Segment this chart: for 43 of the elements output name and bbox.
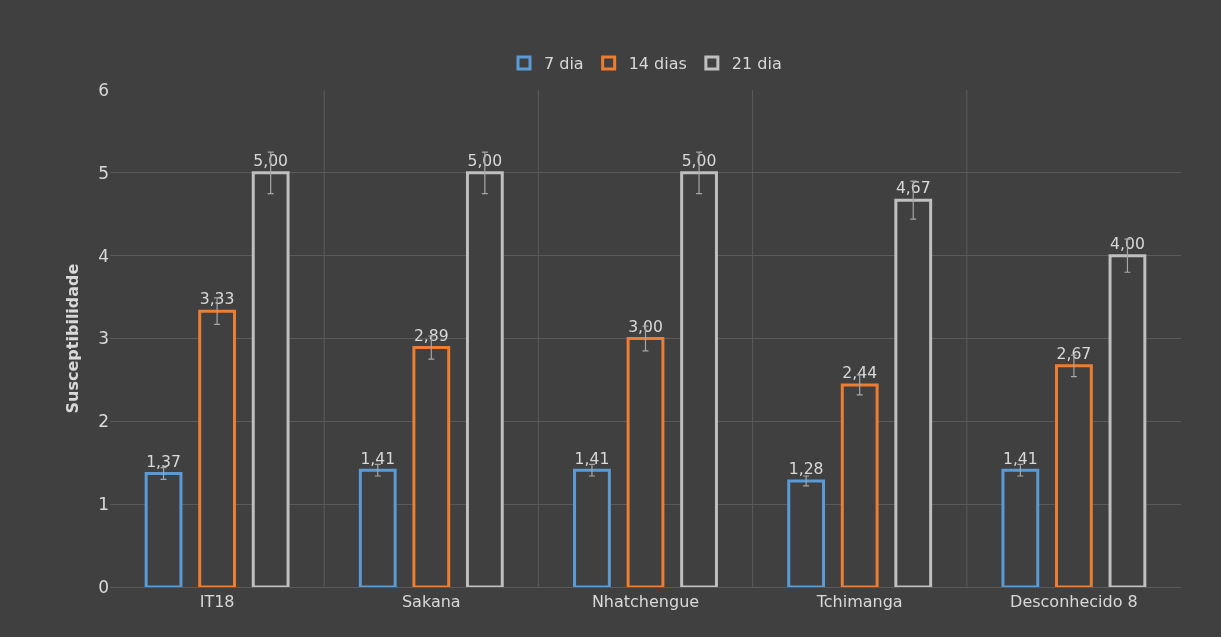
data-label: 3,00: [628, 317, 663, 336]
data-label: 5,00: [467, 152, 503, 171]
data-label: 1,41: [1002, 449, 1038, 468]
data-label: 2,67: [1056, 345, 1092, 364]
bar: [626, 337, 665, 587]
data-label: 3,33: [199, 290, 235, 309]
bar: [1055, 364, 1093, 587]
y-tick-label: 1: [98, 494, 109, 515]
legend-label: 21 dia: [731, 54, 782, 74]
legend-label: 7 dia: [544, 54, 584, 74]
x-tick-label: Tchimanga: [815, 592, 903, 612]
y-tick-label: 2: [98, 411, 109, 432]
data-label: 1,41: [574, 449, 610, 468]
y-tick-label: 6: [98, 79, 109, 100]
data-label: 5,00: [681, 152, 717, 171]
bar: [358, 468, 397, 587]
bar: [840, 383, 879, 587]
bar: [573, 468, 611, 587]
data-label: 2,44: [842, 364, 878, 383]
bar: [412, 346, 451, 587]
x-tick-label: Sakana: [401, 592, 461, 612]
bar: [894, 198, 933, 587]
bar: [1001, 468, 1040, 587]
bar: [680, 171, 718, 587]
bar: [1108, 254, 1147, 587]
x-tick-label: IT18: [199, 592, 235, 612]
data-label: 2,89: [413, 326, 449, 345]
bar: [198, 309, 236, 587]
data-label: 1,28: [788, 460, 824, 479]
data-label: 1,41: [360, 449, 396, 468]
x-tick-label: Nhatchengue: [591, 592, 700, 612]
legend-label: 14 dias: [628, 54, 687, 74]
y-tick-label: 0: [98, 576, 109, 597]
bar: [144, 472, 183, 587]
x-tick-label: Desconhecido 8: [1010, 592, 1138, 612]
bar: [251, 171, 290, 587]
y-tick-label: 4: [98, 245, 109, 266]
y-tick-label: 5: [98, 162, 109, 183]
bar: [465, 171, 504, 587]
y-axis-title: Susceptibilidade: [63, 263, 83, 414]
bar: [787, 479, 826, 587]
y-tick-label: 3: [98, 328, 109, 349]
data-label: 1,37: [146, 452, 181, 471]
